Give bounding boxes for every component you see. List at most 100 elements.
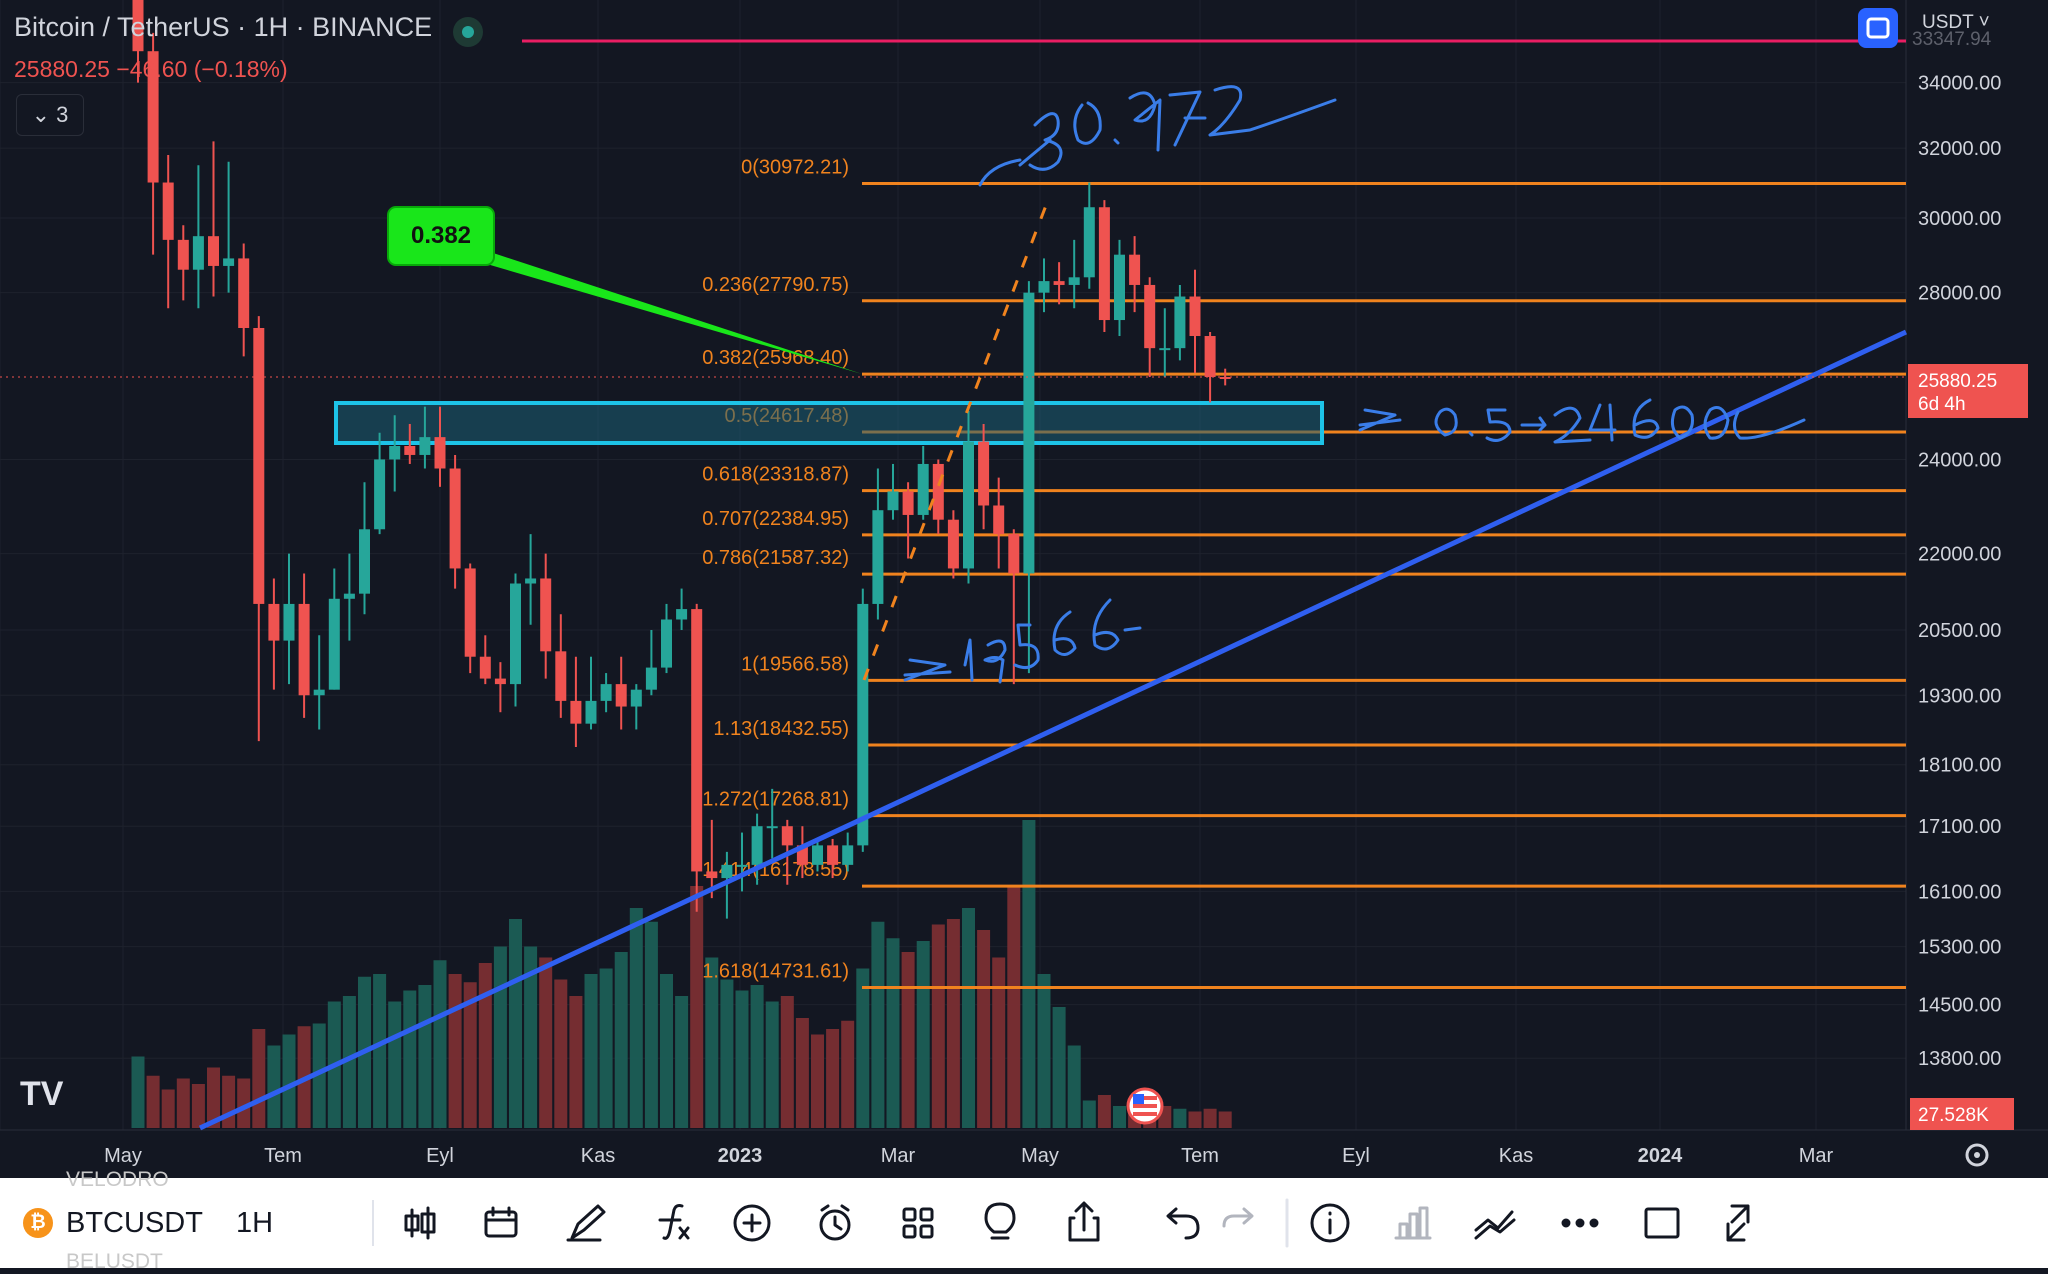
dashed-projection bbox=[862, 194, 1052, 681]
candle-body bbox=[328, 598, 340, 690]
volume-bar bbox=[373, 974, 387, 1128]
volume-badge-value: 27.528K bbox=[1918, 1105, 1989, 1126]
chevron-down-icon: ⌄ bbox=[31, 102, 51, 127]
volume-bar bbox=[614, 952, 628, 1128]
svg-text:TV: TV bbox=[20, 1075, 64, 1113]
support-zone-box[interactable] bbox=[334, 401, 1324, 445]
drawing-pen-icon[interactable] bbox=[566, 1204, 606, 1242]
timeframe-button[interactable]: 1H bbox=[236, 1206, 274, 1239]
volume-bar bbox=[629, 908, 643, 1128]
candle-body bbox=[132, 0, 144, 52]
candle-body bbox=[1219, 377, 1231, 380]
candle-body bbox=[1189, 296, 1201, 337]
volume-bar bbox=[237, 1078, 251, 1128]
price-tick-label: 13800.00 bbox=[1918, 1048, 2001, 1070]
volume-bar bbox=[191, 1084, 205, 1128]
candle-body bbox=[993, 505, 1005, 535]
currency-label: USDT bbox=[1922, 12, 1974, 33]
time-tick-label: Kas bbox=[581, 1145, 615, 1167]
candle-body bbox=[812, 845, 823, 865]
candle-body bbox=[208, 236, 219, 266]
volume-bar bbox=[795, 1018, 809, 1128]
volume-bar bbox=[1007, 886, 1021, 1128]
fullscreen-chart-button[interactable] bbox=[1858, 8, 1898, 48]
volume-badge: 27.528K bbox=[1910, 1098, 2014, 1130]
trend-line[interactable] bbox=[198, 329, 1908, 1131]
ideas-lightbulb-icon[interactable] bbox=[984, 1202, 1016, 1240]
candle-body bbox=[1068, 277, 1080, 285]
volume-bar bbox=[342, 996, 356, 1128]
candle-body bbox=[872, 510, 884, 604]
volume-bar bbox=[524, 946, 538, 1128]
callout-0382[interactable]: 0.382 bbox=[387, 206, 862, 374]
indicators-toggle-button[interactable]: ⌄ 3 bbox=[16, 94, 84, 136]
volume-bar bbox=[433, 960, 447, 1128]
candle-body bbox=[1129, 254, 1141, 285]
price-tick-label: 28000.00 bbox=[1918, 283, 2001, 305]
add-plus-icon[interactable] bbox=[733, 1204, 771, 1242]
symbol-search-button[interactable]: BTCUSDT bbox=[66, 1206, 203, 1239]
candle-body bbox=[857, 603, 869, 846]
us-flag-icon[interactable] bbox=[1126, 1087, 1164, 1125]
hidden-top-price: 33347.94 bbox=[1912, 29, 1992, 50]
volume-bar bbox=[267, 1045, 281, 1128]
time-tick-label: Mar bbox=[881, 1145, 916, 1167]
volume-bar bbox=[388, 1001, 402, 1128]
candle-body bbox=[223, 258, 235, 266]
volume-bar bbox=[207, 1067, 220, 1128]
candle-body bbox=[1008, 534, 1020, 574]
compare-lines-icon[interactable] bbox=[1474, 1210, 1516, 1240]
candle-body bbox=[676, 609, 688, 620]
candlestick-type-icon[interactable] bbox=[404, 1206, 436, 1240]
currency-selector[interactable]: USDT ˅ bbox=[1922, 12, 1990, 34]
candle-body bbox=[600, 684, 612, 701]
volume-bar bbox=[176, 1078, 190, 1128]
chart-frame-icon[interactable] bbox=[1644, 1207, 1680, 1239]
volume-bar bbox=[222, 1075, 236, 1128]
volume-bar bbox=[931, 924, 945, 1128]
bitcoin-logo-icon: ₿ bbox=[20, 1178, 56, 1268]
price-axis: 34000.00 32000.00 30000.00 28000.00 24000.00… bbox=[1918, 73, 2001, 1071]
indicators-fx-icon[interactable] bbox=[658, 1204, 690, 1240]
market-status-icon bbox=[452, 16, 483, 47]
handwriting-05-24600 bbox=[1358, 398, 1806, 444]
volume-bar bbox=[644, 921, 658, 1128]
symbol-title[interactable]: Bitcoin / TetherUS · 1H · BINANCE bbox=[14, 12, 433, 42]
candle-body bbox=[917, 463, 929, 515]
volume-bar bbox=[1203, 1108, 1217, 1128]
time-tick-label: Mar bbox=[1799, 1145, 1834, 1167]
share-icon[interactable] bbox=[1068, 1201, 1100, 1242]
chart-header: Bitcoin / TetherUS · 1H · BINANCE bbox=[14, 12, 483, 47]
time-tick-label: Tem bbox=[264, 1145, 302, 1167]
expand-arrows-icon[interactable] bbox=[1726, 1204, 1750, 1242]
toolbar-separator bbox=[372, 1200, 374, 1246]
candle-body bbox=[1114, 254, 1125, 321]
more-options-icon[interactable] bbox=[1561, 1218, 1599, 1228]
candle-body bbox=[902, 491, 914, 515]
volume-bar bbox=[1067, 1045, 1081, 1128]
last-price-value: 25880.25 bbox=[1918, 371, 1997, 392]
volume-bar bbox=[312, 1023, 326, 1128]
date-range-icon[interactable] bbox=[484, 1206, 518, 1238]
price-tick-label: 30000.00 bbox=[1918, 208, 2001, 230]
info-icon[interactable] bbox=[1310, 1203, 1350, 1243]
candle-body bbox=[796, 845, 808, 865]
time-tick-label: 2023 bbox=[718, 1145, 763, 1167]
alarm-clock-icon[interactable] bbox=[819, 1204, 851, 1241]
settings-gear-icon[interactable] bbox=[1965, 1143, 1989, 1167]
volume-bar bbox=[1218, 1111, 1232, 1128]
volume-bar bbox=[690, 886, 704, 1128]
candle-body bbox=[645, 667, 657, 690]
candle-body bbox=[449, 468, 461, 569]
volume-bar bbox=[418, 985, 432, 1128]
volume-bar bbox=[735, 990, 749, 1128]
handwriting-19566 bbox=[903, 598, 1142, 684]
candle-body bbox=[1159, 348, 1171, 351]
volume-bar bbox=[569, 996, 583, 1128]
layout-grid-icon[interactable] bbox=[902, 1207, 934, 1239]
price-tick-label: 22000.00 bbox=[1918, 544, 2001, 566]
fib-level-label: 1.618(14731.61) bbox=[702, 961, 849, 983]
price-chart[interactable]: 0(30972.21) 0.236(27790.75) 0.382(25968.40… bbox=[0, 0, 2048, 1178]
volume-bar bbox=[1188, 1111, 1202, 1128]
undo-icon[interactable] bbox=[1166, 1207, 1200, 1240]
